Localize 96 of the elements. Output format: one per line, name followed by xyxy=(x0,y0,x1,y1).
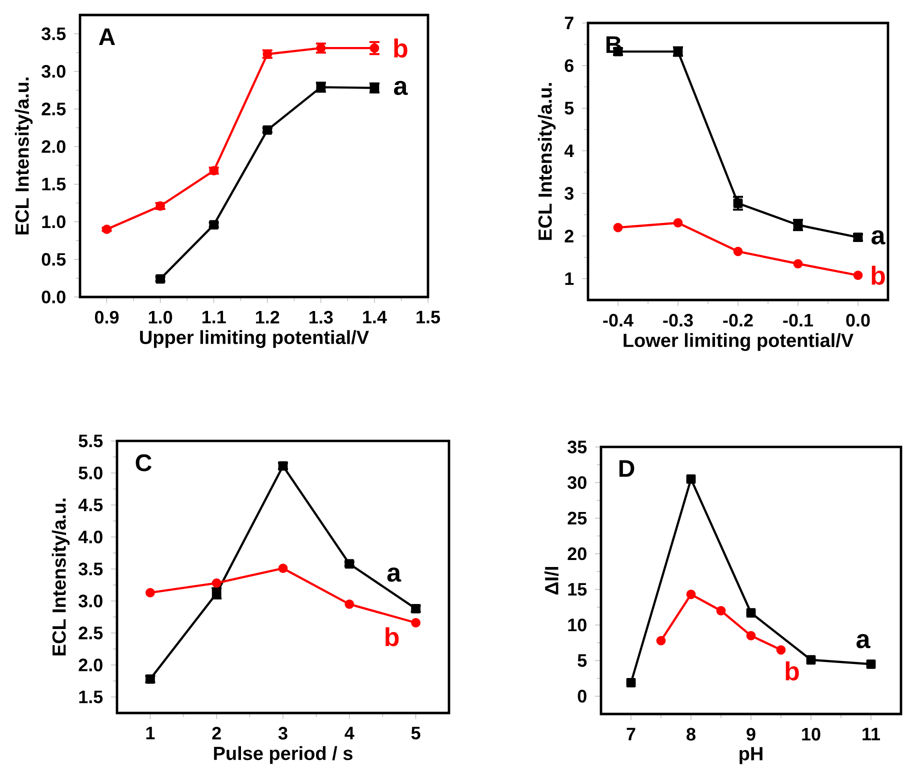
x-axis-title: Upper limiting potential/V xyxy=(140,330,369,348)
chart-title: C xyxy=(136,454,152,472)
x-tick-label: -0.2 xyxy=(723,314,753,327)
series-label: a xyxy=(856,634,870,648)
x-tick-label: 1.2 xyxy=(256,310,280,324)
chart-title: D xyxy=(619,460,634,477)
point xyxy=(344,559,354,569)
y-tick-label: 0.0 xyxy=(42,290,66,304)
point xyxy=(793,259,803,269)
y-tick-label: 7 xyxy=(564,16,574,30)
x-tick-label: 1.1 xyxy=(202,310,226,324)
y-tick-label: 30 xyxy=(568,476,586,490)
y-tick-label: 2.0 xyxy=(78,658,102,672)
point xyxy=(278,564,288,574)
point xyxy=(806,655,816,665)
x-tick-label: 1.3 xyxy=(310,310,333,324)
y-tick-label: 2 xyxy=(564,230,574,242)
x-tick-label: 4 xyxy=(344,726,354,740)
series-label: b xyxy=(394,38,408,58)
point xyxy=(102,224,112,234)
x-tick-label: 2 xyxy=(212,726,221,740)
point xyxy=(746,631,756,640)
x-tick-label: 1 xyxy=(146,726,155,740)
series-label: b xyxy=(786,661,799,681)
y-axis-title: ECL Intensity/a.u. xyxy=(538,83,556,240)
x-tick-label: 5 xyxy=(411,726,420,740)
point xyxy=(866,660,876,669)
y-tick-label: 2.5 xyxy=(42,102,66,116)
point xyxy=(733,198,743,208)
series-label: a xyxy=(387,568,402,582)
y-tick-label: 1.5 xyxy=(42,178,66,191)
point xyxy=(853,270,863,280)
point xyxy=(212,578,222,588)
y-tick-label: 1 xyxy=(565,272,574,285)
x-tick-label: 0.9 xyxy=(94,310,119,324)
y-tick-label: 3.5 xyxy=(78,562,103,576)
y-tick-label: 4.5 xyxy=(78,498,103,512)
x-tick-label: 3 xyxy=(278,726,288,740)
x-tick-label: 7 xyxy=(626,728,636,740)
chart-title: A xyxy=(98,28,115,46)
y-tick-label: 4 xyxy=(564,144,574,158)
y-tick-label: 15 xyxy=(568,583,587,596)
y-tick-label: 3.5 xyxy=(42,27,66,40)
x-axis-title: Pulse period / s xyxy=(214,746,352,764)
x-axis-title: Lower limiting potential/V xyxy=(624,333,854,352)
y-tick-label: 20 xyxy=(568,548,586,560)
y-tick-label: 6 xyxy=(564,59,574,72)
x-tick-label: -0.4 xyxy=(603,314,634,327)
x-tick-label: 10 xyxy=(802,728,820,741)
point xyxy=(746,608,756,618)
series-label: b xyxy=(872,266,885,285)
y-tick-label: 4.0 xyxy=(78,530,102,544)
y-tick-label: 1.5 xyxy=(79,690,103,704)
y-tick-label: 10 xyxy=(568,618,586,632)
x-axis-title: pH xyxy=(740,747,762,764)
x-tick-label: 0.0 xyxy=(846,314,870,327)
y-axis-title: ECL Intensity/a.u. xyxy=(14,78,33,235)
y-tick-label: 2.0 xyxy=(42,140,66,154)
x-tick-label: 1.0 xyxy=(148,310,172,324)
point xyxy=(613,222,623,232)
x-tick-label: 11 xyxy=(862,728,880,740)
point xyxy=(776,645,786,655)
y-tick-label: 3 xyxy=(564,187,574,200)
x-tick-label: 1.5 xyxy=(416,310,440,324)
y-tick-label: 5.5 xyxy=(78,434,103,448)
point xyxy=(411,618,420,628)
x-tick-label: -0.1 xyxy=(783,314,814,327)
y-tick-label: 5 xyxy=(564,102,574,115)
y-axis-title: ΔI/I xyxy=(544,567,559,595)
point xyxy=(344,600,354,609)
point xyxy=(656,636,666,646)
point xyxy=(146,588,155,598)
y-tick-label: 35 xyxy=(568,440,587,454)
point xyxy=(686,590,696,600)
y-tick-label: 5.0 xyxy=(78,466,102,480)
y-tick-label: 25 xyxy=(568,512,587,525)
point xyxy=(716,606,726,616)
point xyxy=(686,474,696,484)
point xyxy=(673,218,683,228)
x-tick-label: 8 xyxy=(686,728,696,741)
y-axis-title: ECL Intensity/a.u. xyxy=(52,498,70,656)
y-tick-label: 0 xyxy=(578,690,586,703)
series-label: a xyxy=(872,230,886,245)
y-tick-label: 1.0 xyxy=(42,216,66,228)
x-tick-label: 1.4 xyxy=(363,310,387,324)
point xyxy=(733,246,743,256)
y-tick-label: 3.0 xyxy=(42,65,66,78)
y-tick-label: 3.0 xyxy=(78,594,102,608)
y-tick-label: 0.5 xyxy=(42,253,66,266)
series-label: a xyxy=(394,80,408,96)
point xyxy=(626,678,636,688)
y-tick-label: 2.5 xyxy=(78,626,103,640)
x-tick-label: -0.3 xyxy=(663,314,693,327)
x-tick-label: 9 xyxy=(746,728,756,741)
y-tick-label: 5 xyxy=(578,654,587,667)
series-label: b xyxy=(386,627,399,646)
